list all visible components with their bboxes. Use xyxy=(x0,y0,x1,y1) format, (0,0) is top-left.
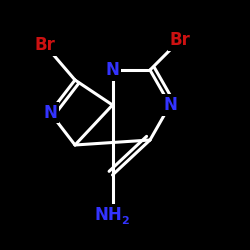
Text: N: N xyxy=(43,104,57,122)
Text: Br: Br xyxy=(170,31,190,49)
Text: NH: NH xyxy=(95,206,122,224)
Text: N: N xyxy=(106,61,120,79)
Text: Br: Br xyxy=(34,36,56,54)
Text: 2: 2 xyxy=(122,216,130,226)
Text: N: N xyxy=(163,96,177,114)
